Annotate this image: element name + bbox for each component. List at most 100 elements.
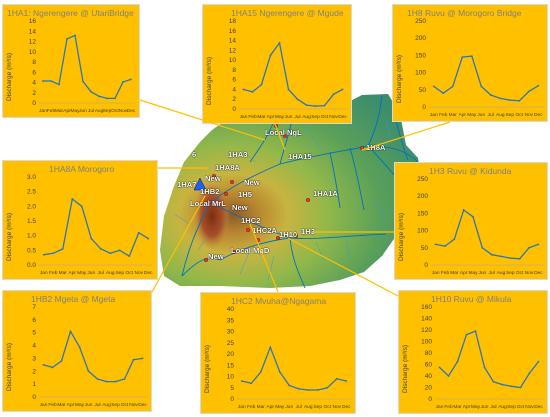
data-point — [242, 88, 245, 91]
y-axis-label: Discharge (m³/s) — [402, 344, 409, 393]
station-dot — [359, 146, 364, 151]
x-tick-label: Jul — [88, 108, 94, 114]
x-tick-label: Apr — [460, 270, 468, 276]
y-tick-label: 8 — [32, 59, 36, 66]
map-label-1hc2: 1HC2 — [241, 216, 261, 225]
x-tick-label: May — [70, 108, 80, 114]
data-point — [240, 380, 243, 382]
x-tick-label: Jul — [490, 404, 496, 410]
x-tick-label: Sep — [507, 404, 516, 410]
x-tick-label: Sep — [505, 112, 514, 118]
data-point — [316, 389, 319, 391]
chart-title: 1H3 Ruvu @ Kidunda — [429, 166, 512, 176]
y-tick-label: 18 — [229, 18, 237, 25]
data-point — [259, 371, 262, 373]
x-tick-label: Dec — [534, 270, 543, 276]
x-tick-label: Sep — [313, 404, 322, 410]
x-tick-label: Nov — [524, 112, 533, 118]
map-label-local-mgd: Local MgD — [231, 246, 270, 255]
data-point — [462, 209, 465, 211]
y-tick-label: 0 — [32, 394, 36, 401]
x-tick-label: Apr — [69, 270, 77, 276]
data-point — [332, 93, 335, 96]
data-point — [50, 80, 52, 82]
x-tick-label: May — [275, 114, 285, 120]
y-tick-label: 160 — [421, 304, 432, 311]
x-tick-label: Dec — [342, 404, 351, 410]
y-tick-label: 100 — [421, 339, 432, 346]
y-tick-label: 12 — [29, 39, 37, 46]
data-point — [99, 247, 102, 250]
x-tick-label: Jun — [285, 404, 293, 410]
data-point — [114, 97, 116, 100]
data-point — [82, 80, 84, 83]
x-tick-label: Sep — [506, 270, 515, 276]
y-axis-label: Discharge (m³/s) — [6, 212, 13, 261]
data-point — [326, 386, 329, 389]
x-tick-label: Jun — [87, 270, 95, 276]
x-tick-label: Jul — [488, 112, 494, 118]
x-tick-label: Oct — [111, 108, 119, 114]
x-tick-label: Sep — [115, 270, 124, 276]
x-tick-label: Jan — [40, 270, 48, 276]
map-label-new-2: New — [244, 178, 260, 187]
x-tick-label: May — [471, 404, 481, 410]
y-tick-label: 80 — [425, 350, 433, 357]
data-point — [132, 358, 135, 361]
x-tick-label: Apr — [67, 402, 75, 408]
map-label-new-3: New — [232, 203, 248, 212]
x-tick-label: Sep — [311, 114, 320, 120]
data-point — [137, 231, 140, 234]
y-tick-label: 40 — [425, 373, 433, 380]
x-tick-label: Feb — [439, 112, 448, 118]
x-tick-label: Apr — [267, 404, 275, 410]
y-tick-label: 0 — [422, 104, 426, 111]
y-tick-label: 0 — [424, 262, 428, 269]
x-tick-label: Jun — [477, 112, 485, 118]
y-tick-label: 10 — [227, 374, 235, 381]
x-tick-label: Jul — [489, 270, 495, 276]
y-tick-label: 16 — [29, 18, 37, 25]
x-tick-label: Jan — [39, 108, 47, 114]
chart-panel-1h10: 0 20 40 60 80 100 120 140 160 Jan Feb Mar Apr May Jun J… — [398, 290, 548, 414]
data-point — [341, 88, 344, 91]
y-tick-label: 120 — [421, 327, 432, 334]
y-tick-label: 100 — [415, 70, 426, 77]
y-tick-label: 6 — [232, 77, 236, 84]
data-point — [508, 99, 511, 102]
x-tick-label: Feb — [49, 270, 58, 276]
data-point — [78, 345, 81, 348]
station-dot — [208, 199, 213, 204]
data-point — [71, 198, 74, 200]
x-tick-label: Jan — [240, 114, 248, 120]
y-tick-label: 40 — [227, 306, 235, 313]
data-point — [250, 382, 253, 385]
x-tick-label: Dec — [338, 114, 347, 120]
y-tick-label: 0 — [230, 396, 234, 403]
data-point — [278, 42, 281, 44]
data-point — [432, 85, 435, 88]
y-tick-label: 4 — [32, 343, 36, 350]
data-point — [305, 104, 308, 106]
y-tick-label: 3.0 — [27, 174, 36, 181]
x-tick-label: Aug — [496, 112, 505, 118]
x-tick-label: May — [467, 112, 477, 118]
x-tick-label: Sep — [103, 108, 112, 114]
y-tick-label: 14 — [29, 28, 37, 35]
x-tick-label: Aug — [102, 402, 111, 408]
discharge-series-line — [43, 34, 132, 100]
data-point — [105, 380, 108, 383]
data-point — [518, 99, 521, 102]
data-point — [447, 375, 450, 377]
map-label-1ha1a: 1HA1A — [313, 189, 338, 198]
x-tick-label: Dec — [144, 270, 153, 276]
y-tick-label: 1.5 — [27, 218, 36, 225]
station-dot — [223, 191, 228, 196]
data-point — [345, 380, 348, 382]
y-tick-label: 7 — [32, 304, 36, 311]
y-tick-label: 4 — [32, 80, 36, 87]
map-label-1hc2a: 1HC2A — [252, 226, 277, 235]
x-tick-label: Aug — [304, 404, 313, 410]
data-point — [438, 366, 441, 369]
data-point — [434, 243, 437, 246]
